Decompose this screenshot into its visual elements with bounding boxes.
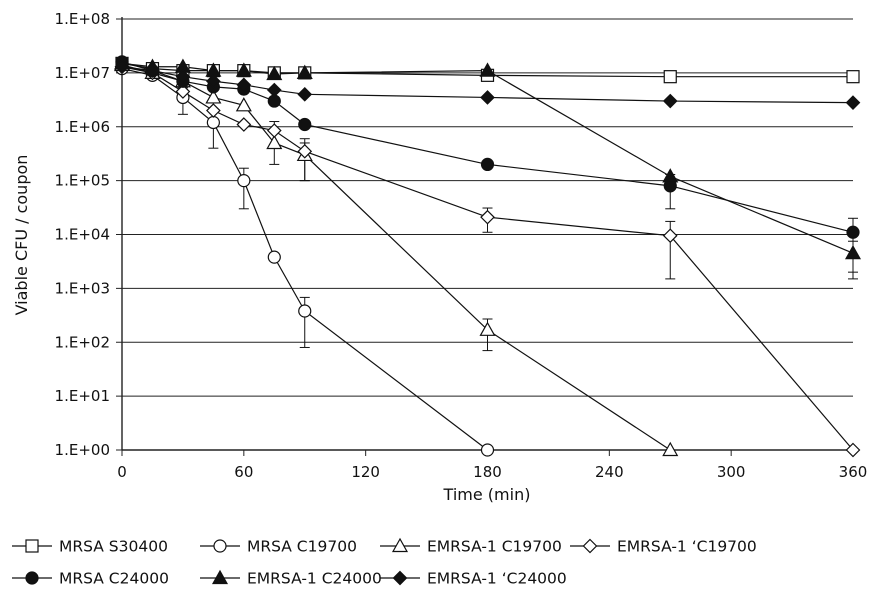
legend-label: MRSA S30400 [59, 538, 168, 556]
x-tick-label: 120 [351, 463, 380, 481]
data-point-series-4 [845, 442, 861, 458]
x-tick-label: 360 [839, 463, 868, 481]
data-point-series-2 [298, 304, 312, 318]
x-tick-label: 0 [117, 463, 127, 481]
data-point-series-6 [235, 62, 252, 77]
data-point-series-7 [266, 82, 282, 98]
series-line-7 [121, 66, 854, 104]
data-point-series-3 [266, 134, 283, 150]
series-line-6 [121, 62, 854, 254]
legend-item-1: MRSA S30400 [12, 538, 168, 556]
data-point-series-6 [479, 62, 496, 77]
y-tick-label: 1.E+05 [55, 172, 110, 190]
x-axis-title: Time (min) [443, 485, 531, 504]
data-point-series-7 [845, 95, 861, 111]
data-point-series-2 [237, 174, 251, 188]
data-point-series-3 [662, 441, 679, 457]
data-point-series-4 [175, 84, 191, 99]
data-point-series-5 [480, 157, 495, 172]
legend-item-6: EMRSA-1 C24000 [200, 570, 382, 588]
data-point-series-6 [662, 168, 679, 183]
legend-label: EMRSA-1 C24000 [247, 570, 382, 588]
data-point-series-2 [267, 250, 281, 264]
data-point-series-4 [236, 117, 252, 132]
data-point-series-2 [480, 443, 495, 457]
legend-marker [25, 539, 39, 553]
y-tick-label: 1.E+08 [55, 10, 110, 28]
legend-item-3: EMRSA-1 C19700 [380, 538, 562, 556]
data-point-series-7 [175, 69, 191, 85]
data-point-series-4 [206, 103, 221, 118]
data-point-series-7 [114, 59, 130, 75]
legend: MRSA S30400 MRSA C19700 EMRSA-1 C19700 EMRS… [12, 538, 757, 588]
y-tick-label: 1.E+07 [55, 64, 110, 82]
data-point-series-6 [844, 244, 862, 260]
x-tick-label: 60 [234, 463, 253, 481]
series-lines [121, 61, 854, 451]
series-line-5 [121, 61, 854, 233]
legend-label: EMRSA-1 C19700 [427, 538, 562, 556]
x-tick-label: 240 [595, 463, 624, 481]
series-line-4 [121, 66, 854, 451]
y-tick-label: 1.E+00 [55, 441, 110, 459]
y-tick-labels: 1.E+00 1.E+01 1.E+02 1.E+03 1.E+04 1.E+05 1.E+… [55, 10, 110, 459]
y-tick-label: 1.E+03 [55, 279, 110, 297]
y-tick-label: 1.E+06 [55, 118, 110, 136]
data-point-series-4 [266, 123, 282, 138]
data-point-series-1 [663, 70, 677, 84]
data-point-series-1 [846, 70, 860, 84]
data-point-series-7 [206, 73, 221, 89]
data-point-series-7 [480, 90, 495, 105]
legend-item-2: MRSA C19700 [200, 538, 357, 556]
y-tick-label: 1.E+04 [55, 226, 110, 244]
x-tick-labels: 0 60 120 180 240 300 360 [117, 463, 867, 481]
x-tick-label: 300 [717, 463, 746, 481]
legend-marker [582, 538, 598, 554]
y-tick-label: 1.E+01 [55, 387, 110, 405]
legend-label: MRSA C19700 [247, 538, 357, 556]
legend-label: MRSA C24000 [59, 570, 169, 588]
legend-item-4: EMRSA-1 ‘C19700 [570, 538, 757, 556]
legend-marker [392, 570, 408, 586]
legend-marker [25, 571, 39, 585]
legend-item-7: EMRSA-1 ‘C24000 [380, 570, 567, 588]
series-markers [113, 55, 862, 458]
data-point-series-3 [235, 97, 252, 112]
data-point-series-7 [236, 77, 252, 93]
data-point-series-4 [480, 209, 495, 225]
legend-marker [213, 539, 227, 553]
data-point-series-5 [298, 117, 312, 132]
x-tick-label: 180 [473, 463, 502, 481]
data-point-series-2 [206, 115, 220, 130]
data-point-series-7 [662, 93, 678, 109]
data-point-series-5 [846, 225, 860, 239]
legend-marker [391, 537, 409, 553]
series-line-3 [121, 64, 671, 451]
data-point-series-6 [296, 64, 313, 79]
legend-label: EMRSA-1 ‘C24000 [427, 570, 567, 588]
data-point-series-7 [145, 63, 160, 78]
data-point-series-3 [205, 89, 222, 104]
data-point-series-3 [479, 321, 496, 336]
legend-marker [211, 569, 229, 585]
data-point-series-7 [297, 86, 313, 102]
legend-item-5: MRSA C24000 [12, 570, 169, 588]
data-point-series-6 [266, 65, 283, 81]
y-tick-label: 1.E+02 [55, 333, 110, 351]
data-point-series-4 [662, 228, 678, 244]
data-point-series-4 [297, 143, 313, 159]
y-axis-title: Viable CFU / coupon [12, 155, 31, 316]
legend-label: EMRSA-1 ‘C19700 [617, 538, 757, 556]
